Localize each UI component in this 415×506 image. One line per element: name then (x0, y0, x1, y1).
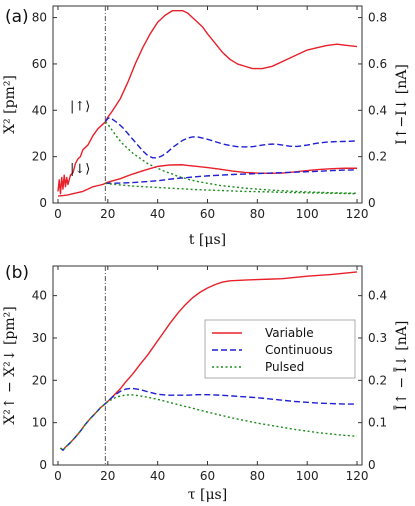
x-tick-label: 80 (250, 207, 265, 221)
state-annotation: |↓⟩ (70, 162, 90, 177)
y-tick-label: 0 (39, 196, 47, 210)
panel-label: (a) (5, 7, 29, 27)
legend: Variable Continuous Pulsed (204, 319, 356, 379)
legend-box (204, 319, 356, 379)
series-variable-down-line (57, 164, 358, 197)
plot-frame (52, 5, 363, 204)
y2-tick-label: 0.4 (368, 103, 387, 117)
state-annotation: |↑⟩ (70, 99, 90, 114)
y2-axis-label: Ī↑ − Ī↓ [nA] (392, 321, 410, 411)
y-tick-label: 80 (32, 11, 47, 25)
series-pulsed-line (60, 394, 358, 451)
series-continuous-down-line (105, 169, 358, 185)
y2-tick-label: 0 (368, 196, 376, 210)
y2-tick-label: 0.2 (368, 373, 387, 387)
panel-label: (b) (5, 263, 29, 283)
panel-a: 0 20 40 60 80 100 12002040608000.20.40.60.8|↑⟩… (2, 5, 410, 248)
x-tick-label: 20 (100, 207, 115, 221)
y2-tick-label: 0.1 (368, 416, 387, 430)
y2-axis-label: I↑−I↓ [nA] (394, 64, 410, 145)
legend-label-pulsed: Pulsed (265, 360, 304, 374)
panel-b: 0 20 40 60 80 100 12001020304000.10.20.30.4(b)… (2, 263, 410, 503)
y2-tick-label: 0.4 (368, 289, 387, 303)
y-tick-label: 40 (32, 103, 47, 117)
y-tick-label: 10 (32, 416, 47, 430)
legend-label-variable: Variable (265, 326, 314, 340)
y-tick-label: 30 (32, 331, 47, 345)
y2-tick-label: 0.2 (368, 150, 387, 164)
x-tick-label: 60 (200, 207, 215, 221)
x-tick-label: 0 (54, 469, 62, 483)
y-tick-label: 20 (32, 373, 47, 387)
y-tick-label: 0 (39, 458, 47, 472)
x-tick-label: 20 (100, 469, 115, 483)
y2-tick-label: 0.6 (368, 57, 387, 71)
x-axis-label: τ [μs] (188, 487, 227, 503)
x-tick-label: 40 (150, 207, 165, 221)
y2-tick-label: 0.3 (368, 331, 387, 345)
y2-tick-label: 0.8 (368, 11, 387, 25)
x-tick-label: 100 (296, 469, 319, 483)
x-tick-label: 40 (150, 469, 165, 483)
x-tick-label: 120 (346, 469, 369, 483)
series-continuous-up-line (104, 117, 358, 159)
x-axis-label: t [μs] (189, 232, 226, 248)
y-tick-label: 60 (32, 57, 47, 71)
x-tick-label: 120 (346, 207, 369, 221)
series-variable-up-line (57, 9, 358, 195)
x-tick-label: 100 (296, 207, 319, 221)
x-tick-label: 0 (54, 207, 62, 221)
series-pulsed-down-line (105, 182, 358, 195)
x-tick-label: 80 (250, 469, 265, 483)
y-axis-label: X²↑ − X²↓ [pm²] (2, 306, 18, 424)
y2-tick-label: 0 (368, 458, 376, 472)
series-pulsed-up-line (104, 121, 358, 194)
y-tick-label: 20 (32, 150, 47, 164)
y-axis-label: X² [pm²] (2, 75, 18, 134)
y-tick-label: 40 (32, 289, 47, 303)
legend-label-continuous: Continuous (265, 343, 333, 357)
x-tick-label: 60 (200, 469, 215, 483)
